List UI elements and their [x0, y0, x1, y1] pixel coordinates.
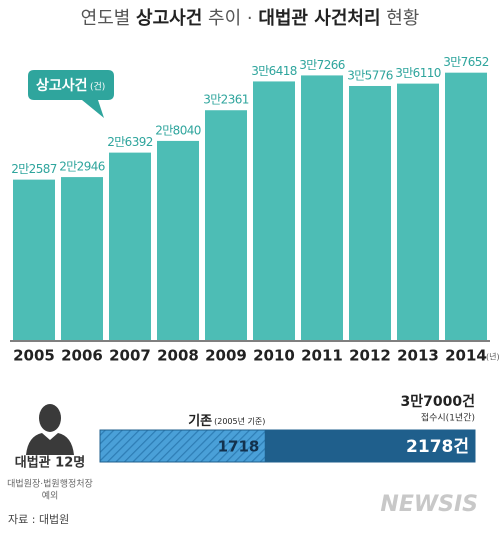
bar	[13, 179, 55, 340]
watermark: NEWSIS	[380, 492, 478, 517]
group-sublabel: 예외	[42, 490, 59, 502]
bar	[205, 110, 247, 340]
value-label: 1718	[218, 438, 260, 456]
callout-label: 상고사건	[36, 77, 88, 94]
x-tick-label: 2009	[205, 347, 247, 365]
title-part: 연도별	[81, 8, 136, 29]
value-label: 3만6110	[395, 66, 441, 80]
x-tick-label: 2008	[157, 347, 199, 365]
bar-segment	[264, 429, 476, 463]
bar	[349, 85, 391, 340]
bar	[301, 75, 343, 340]
x-tick-label: 2011	[301, 347, 343, 365]
value-label: 2만2946	[59, 160, 105, 174]
segment-name: 기존 (2005년 기준)	[188, 414, 265, 429]
bar	[109, 152, 151, 340]
x-unit: (년)	[486, 352, 500, 362]
value-label: 3만6418	[251, 64, 297, 78]
title-part: 상고사건	[136, 8, 202, 29]
bar	[397, 83, 439, 340]
group-sublabel: 대법원장·법원행정처장	[7, 478, 93, 490]
x-tick-label: 2005	[13, 347, 55, 365]
title-part: 현황	[381, 8, 420, 29]
source: 자료 : 대법원	[8, 513, 69, 526]
value-label: 3만7652	[443, 55, 489, 69]
value-label: 2만8040	[155, 123, 201, 137]
bar-segment	[99, 429, 266, 463]
value-label: 2만6392	[107, 135, 153, 149]
title-part: 추이 ·	[202, 8, 258, 29]
segment-name-text: 기존	[188, 414, 212, 429]
x-tick-label: 2014	[445, 347, 487, 365]
bar	[61, 177, 103, 340]
x-tick-label: 2006	[61, 347, 103, 365]
x-tick-label: 2007	[109, 347, 151, 365]
callout-box	[28, 70, 114, 118]
value-label: 3만7266	[299, 58, 345, 72]
segment-note: (2005년 기준)	[214, 416, 265, 426]
value-label: 3만2361	[203, 93, 249, 107]
bar	[157, 140, 199, 340]
callout-unit: (건)	[90, 82, 105, 93]
value-label: 2만2587	[11, 162, 57, 176]
x-tick-label: 2013	[397, 347, 439, 365]
value-label: 3만5776	[347, 68, 393, 82]
bar	[253, 81, 295, 341]
x-tick-label: 2012	[349, 347, 391, 365]
segment-note: 접수시(1년간)	[421, 412, 475, 424]
value-label: 2178건	[406, 437, 469, 457]
bar	[445, 72, 487, 340]
chart-title: 연도별 상고사건 추이 · 대법관 사건처리 현황	[81, 8, 420, 29]
group-label: 대법관 12명	[15, 455, 85, 471]
x-tick-label: 2010	[253, 347, 295, 365]
person-icon	[26, 404, 74, 455]
segment-name: 3만7000건	[401, 393, 475, 410]
title-part: 대법관 사건처리	[258, 8, 380, 29]
